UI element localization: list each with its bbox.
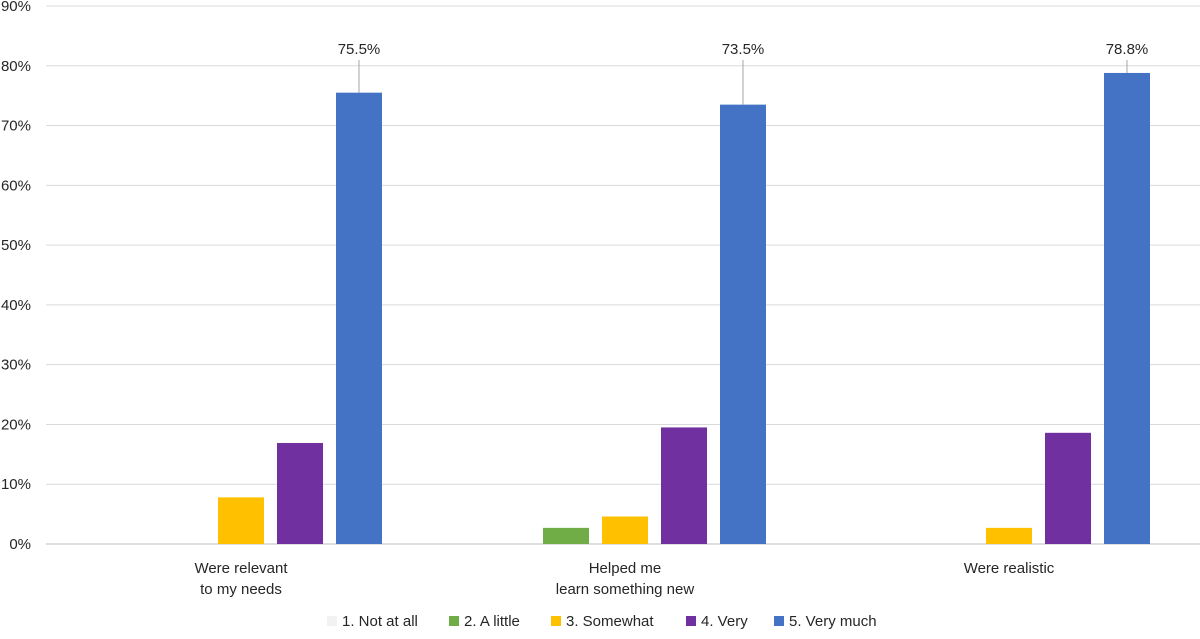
- y-tick-label: 80%: [1, 58, 31, 75]
- legend-swatch: [327, 616, 337, 626]
- x-category-label: Were relevant: [194, 560, 288, 577]
- bar-4-cat-1: [277, 442, 323, 544]
- y-tick-label: 40%: [1, 297, 31, 314]
- legend-swatch: [686, 616, 696, 626]
- bar-5-cat-2: [720, 104, 766, 544]
- legend-label: 3. Somewhat: [566, 613, 654, 630]
- data-label: 75.5%: [338, 41, 381, 58]
- y-tick-label: 20%: [1, 416, 31, 433]
- y-tick-label: 10%: [1, 476, 31, 493]
- bar-4-cat-2: [661, 427, 707, 544]
- legend-swatch: [774, 616, 784, 626]
- bar-3-cat-2: [602, 516, 648, 544]
- legend-label: 1. Not at all: [342, 613, 418, 630]
- legend-label: 5. Very much: [789, 613, 877, 630]
- bar-4-cat-3: [1045, 432, 1091, 544]
- legend-swatch: [551, 616, 561, 626]
- y-tick-label: 70%: [1, 118, 31, 135]
- y-tick-label: 90%: [1, 0, 31, 15]
- x-category-label: to my needs: [200, 581, 282, 598]
- bar-5-cat-1: [336, 92, 382, 544]
- bar-3-cat-1: [218, 497, 264, 544]
- data-label: 78.8%: [1106, 41, 1149, 58]
- y-tick-label: 60%: [1, 177, 31, 194]
- bar-2-cat-2: [543, 527, 589, 544]
- bar-3-cat-3: [986, 527, 1032, 544]
- y-tick-label: 0%: [9, 536, 31, 553]
- x-category-label: learn something new: [556, 581, 695, 598]
- legend-swatch: [449, 616, 459, 626]
- data-label: 73.5%: [722, 41, 765, 58]
- y-tick-label: 50%: [1, 237, 31, 254]
- x-category-label: Were realistic: [964, 560, 1055, 577]
- legend-label: 4. Very: [701, 613, 748, 630]
- bar-5-cat-3: [1104, 72, 1150, 544]
- legend-label: 2. A little: [464, 613, 520, 630]
- y-tick-label: 30%: [1, 357, 31, 374]
- x-category-label: Helped me: [589, 560, 662, 577]
